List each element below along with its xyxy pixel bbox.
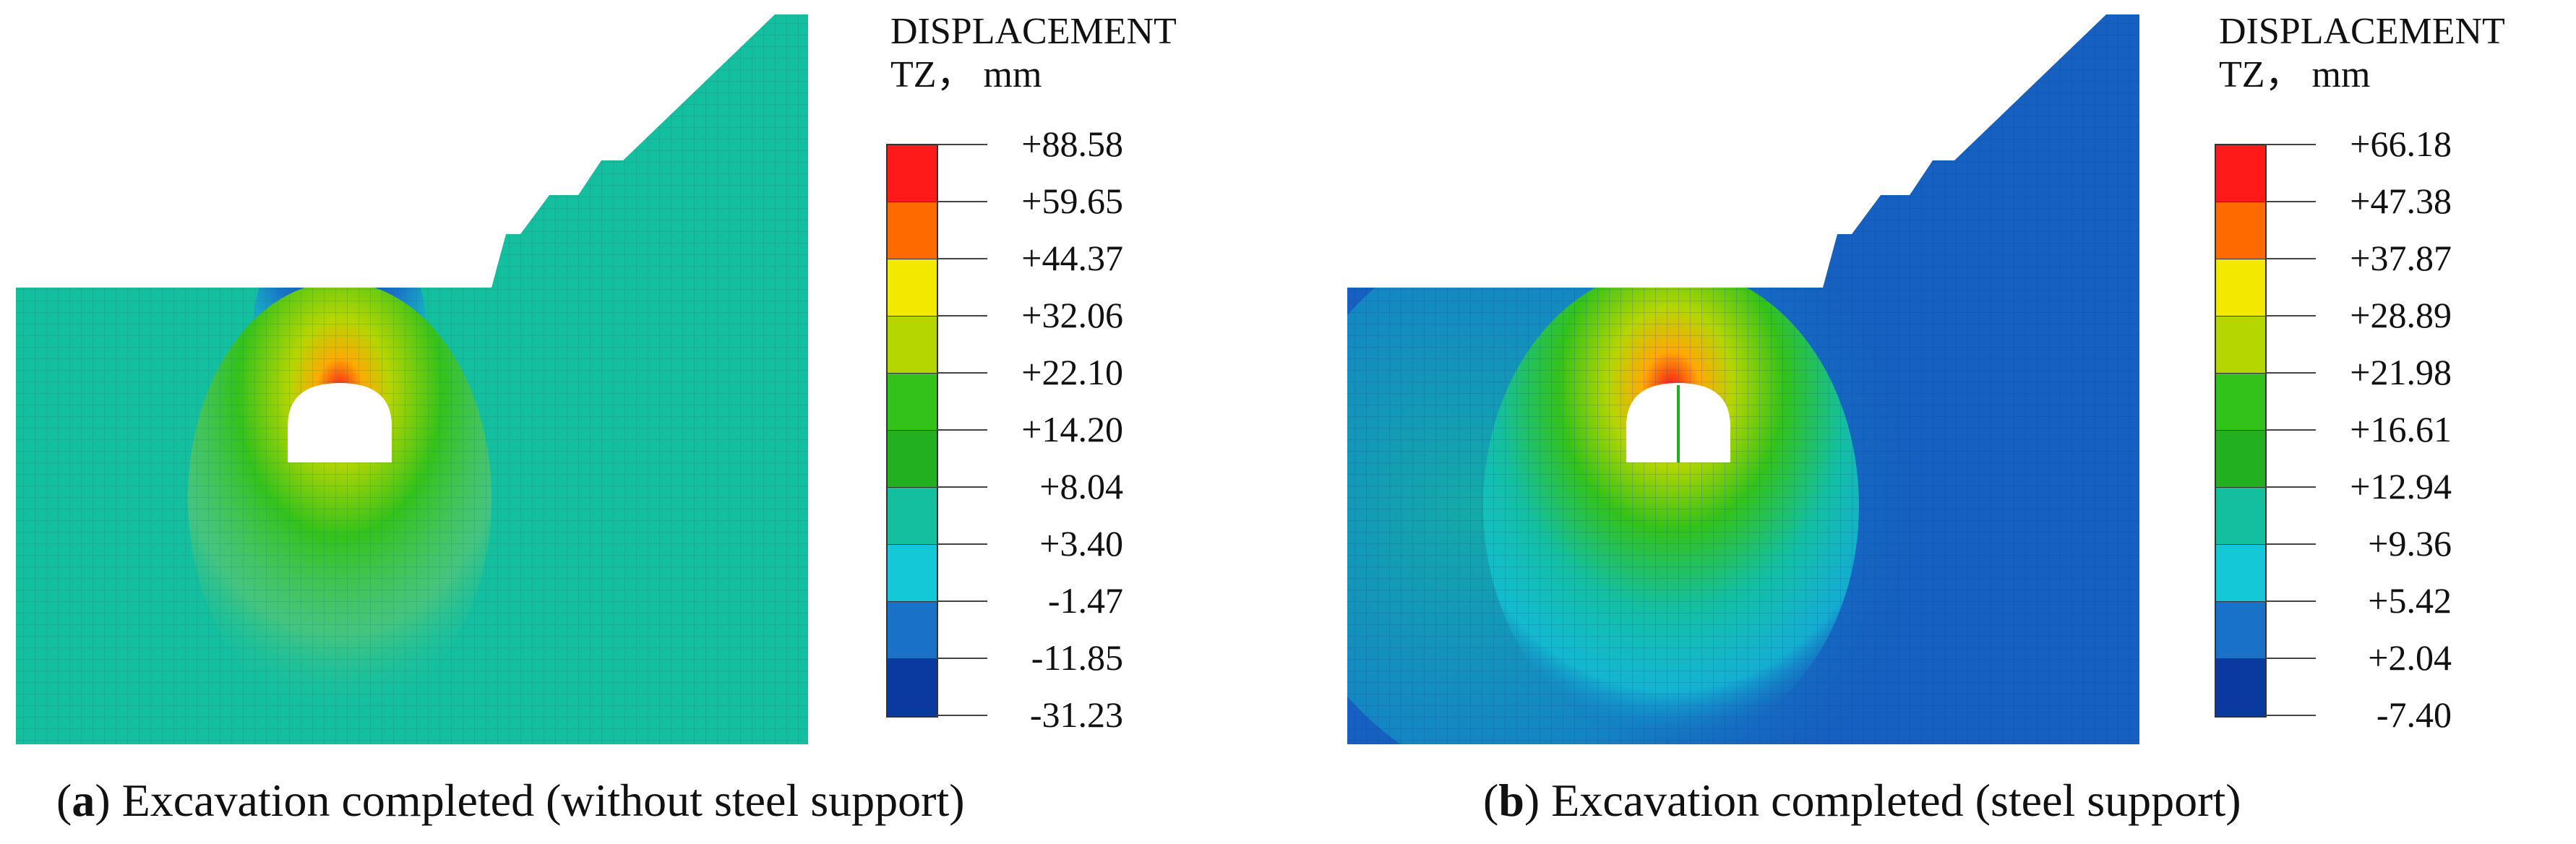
legend-tick bbox=[937, 715, 987, 716]
legend-title-line1-a: DISPLACEMENT bbox=[890, 11, 1177, 52]
legend-value: +8.04 bbox=[1039, 466, 1123, 507]
caption-letter-b: b bbox=[1498, 775, 1524, 826]
legend-value: +2.04 bbox=[2368, 637, 2452, 678]
legend-cell bbox=[888, 545, 937, 602]
panel-b: DISPLACEMENT TZ， mm +66.18 +47.38 +37.87… bbox=[1331, 0, 2576, 844]
legend-title-line2-a: TZ， mm bbox=[890, 54, 1042, 95]
legend-cell bbox=[2216, 602, 2265, 659]
legend-cell bbox=[2216, 545, 2265, 602]
legend-cell bbox=[2216, 145, 2265, 202]
legend-cell bbox=[2216, 202, 2265, 259]
legend-value: +88.58 bbox=[1021, 124, 1123, 164]
caption-b: (b) Excavation completed (steel support) bbox=[1483, 775, 2241, 826]
legend-tick bbox=[937, 429, 987, 431]
model-b bbox=[1347, 14, 2139, 744]
legend-cell bbox=[888, 202, 937, 259]
model-a bbox=[16, 14, 808, 744]
legend-tick bbox=[937, 600, 987, 602]
legend-tick bbox=[2265, 600, 2316, 602]
legend-tick bbox=[2265, 486, 2316, 488]
legend-value: +28.89 bbox=[2350, 295, 2452, 335]
tunnel-opening-a bbox=[288, 383, 392, 462]
legend-colorbar-b bbox=[2215, 144, 2267, 718]
legend-tick bbox=[2265, 658, 2316, 659]
legend-value: +22.10 bbox=[1021, 352, 1123, 392]
legend-cell bbox=[888, 259, 937, 316]
panel-a: DISPLACEMENT TZ， mm +88.58 +59.65 +44.37… bbox=[16, 10, 1177, 826]
legend-tick bbox=[937, 258, 987, 259]
legend-tick bbox=[937, 144, 987, 145]
legend-value: +9.36 bbox=[2368, 523, 2452, 564]
legend-cell bbox=[2216, 659, 2265, 716]
legend-tick bbox=[937, 201, 987, 202]
legend-value: -7.40 bbox=[2376, 694, 2452, 735]
caption-letter-a: a bbox=[72, 775, 95, 826]
legend-cell bbox=[888, 316, 937, 374]
legend-cell bbox=[2216, 431, 2265, 488]
legend-cell bbox=[888, 431, 937, 488]
legend-cell bbox=[888, 145, 937, 202]
legend-value: +3.40 bbox=[1039, 523, 1123, 564]
legend-value: +14.20 bbox=[1021, 409, 1123, 449]
legend-colorbar-a bbox=[886, 144, 938, 718]
legend-cell bbox=[888, 659, 937, 716]
legend-cell bbox=[2216, 488, 2265, 545]
legend-tick bbox=[937, 543, 987, 545]
legend-value: -1.47 bbox=[1047, 580, 1123, 621]
legend-value: +59.65 bbox=[1021, 181, 1123, 221]
legend-tick bbox=[2265, 201, 2316, 202]
legend-cell bbox=[888, 602, 937, 659]
legend-tick bbox=[2265, 429, 2316, 431]
legend-tick bbox=[2265, 315, 2316, 316]
legend-tick bbox=[937, 658, 987, 659]
legend-tick bbox=[2265, 144, 2316, 145]
legend-value: +47.38 bbox=[2350, 181, 2452, 221]
legend-title-a: DISPLACEMENT TZ， mm bbox=[890, 10, 1177, 97]
legend-cell bbox=[2216, 259, 2265, 316]
caption-a: (a) Excavation completed (without steel … bbox=[56, 775, 965, 826]
legend-cell bbox=[2216, 316, 2265, 374]
legend-tick bbox=[937, 315, 987, 316]
legend-value: +44.37 bbox=[1021, 238, 1123, 278]
legend-tick bbox=[937, 372, 987, 374]
legend-tick bbox=[2265, 372, 2316, 374]
legend-title-line1-b: DISPLACEMENT bbox=[2219, 11, 2505, 52]
legend-value: +21.98 bbox=[2350, 352, 2452, 392]
legend-value: -11.85 bbox=[1031, 637, 1123, 678]
legend-value: +66.18 bbox=[2350, 124, 2452, 164]
legend-tick bbox=[2265, 543, 2316, 545]
legend-cell bbox=[2216, 374, 2265, 431]
legend-cell bbox=[888, 374, 937, 431]
caption-text-a: Excavation completed (without steel supp… bbox=[110, 775, 965, 826]
legend-title-line2-b: TZ， mm bbox=[2219, 54, 2371, 95]
legend-cell bbox=[888, 488, 937, 545]
legend-value: +16.61 bbox=[2350, 409, 2452, 449]
legend-title-b: DISPLACEMENT TZ， mm bbox=[2219, 10, 2505, 97]
caption-text-b: Excavation completed (steel support) bbox=[1540, 775, 2241, 826]
legend-value: +37.87 bbox=[2350, 238, 2452, 278]
legend-value: +32.06 bbox=[1021, 295, 1123, 335]
legend-tick bbox=[2265, 715, 2316, 716]
legend-value: +5.42 bbox=[2368, 580, 2452, 621]
legend-tick bbox=[2265, 258, 2316, 259]
legend-tick bbox=[937, 486, 987, 488]
legend-value: +12.94 bbox=[2350, 466, 2452, 507]
legend-value: -31.23 bbox=[1029, 694, 1123, 735]
